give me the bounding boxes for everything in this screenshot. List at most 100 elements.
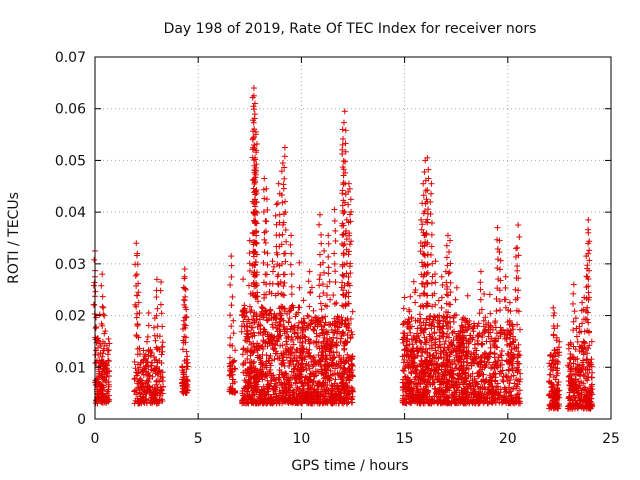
data-point: [150, 397, 157, 404]
data-point: [102, 396, 109, 403]
data-point: [496, 249, 503, 256]
data-point: [516, 233, 523, 240]
data-point: [228, 388, 235, 395]
data-point: [134, 369, 141, 376]
data-point: [106, 373, 113, 380]
data-point: [493, 330, 500, 337]
data-point: [232, 347, 239, 354]
data-point: [182, 286, 189, 293]
data-point: [281, 153, 288, 160]
data-point: [339, 141, 346, 148]
data-point: [240, 276, 247, 283]
data-point: [134, 261, 141, 268]
data-point: [179, 383, 186, 390]
data-point: [348, 208, 355, 215]
data-point: [267, 306, 274, 313]
data-point: [99, 303, 106, 310]
y-tick-label: 0.01: [55, 360, 86, 376]
data-point: [140, 358, 147, 365]
data-point: [570, 290, 577, 297]
data-point: [184, 359, 191, 366]
data-point: [270, 268, 277, 275]
data-point: [228, 302, 235, 309]
data-point: [477, 286, 484, 293]
data-point: [145, 372, 152, 379]
data-point: [515, 252, 522, 259]
data-point: [273, 232, 280, 239]
data-point: [288, 271, 295, 278]
data-point: [92, 325, 99, 332]
data-point: [502, 273, 509, 280]
data-point: [91, 256, 98, 263]
data-point: [156, 396, 163, 403]
data-point: [263, 218, 270, 225]
data-point: [153, 276, 160, 283]
data-point: [263, 196, 270, 203]
data-point: [279, 160, 286, 167]
data-point: [340, 273, 347, 280]
data-point: [464, 359, 471, 366]
data-point: [481, 290, 488, 297]
data-point: [101, 330, 108, 337]
data-point: [482, 326, 489, 333]
data-point: [276, 211, 283, 218]
data-point: [443, 242, 450, 249]
data-point: [140, 398, 147, 405]
data-point: [446, 269, 453, 276]
data-point: [226, 363, 233, 370]
data-point: [585, 289, 592, 296]
data-point: [145, 363, 152, 370]
data-point: [135, 299, 142, 306]
data-point: [100, 384, 107, 391]
data-point: [515, 222, 522, 229]
data-point: [135, 378, 142, 385]
data-point: [401, 367, 408, 374]
data-point: [144, 333, 151, 340]
data-point: [183, 389, 190, 396]
data-point: [318, 240, 325, 247]
data-point: [263, 271, 270, 278]
data-point: [90, 301, 97, 308]
data-point: [159, 343, 166, 350]
data-point: [92, 400, 99, 407]
y-tick-label: 0.07: [55, 50, 86, 66]
data-point: [444, 232, 451, 239]
y-tick-label: 0: [77, 412, 86, 428]
data-point: [428, 231, 435, 238]
data-point: [157, 287, 164, 294]
data-point: [316, 211, 323, 218]
data-point: [149, 359, 156, 366]
data-point: [326, 322, 333, 329]
data-point: [134, 322, 141, 329]
data-point: [154, 305, 161, 312]
data-point: [332, 279, 339, 286]
data-point: [272, 212, 279, 219]
data-point: [229, 380, 236, 387]
data-point: [147, 387, 154, 394]
data-point: [97, 395, 104, 402]
data-point: [428, 219, 435, 226]
data-point: [104, 388, 111, 395]
y-tick-label: 0.06: [55, 102, 86, 118]
data-point: [475, 333, 482, 340]
data-point: [424, 280, 431, 287]
data-point: [477, 296, 484, 303]
data-point: [516, 326, 523, 333]
data-point: [349, 308, 356, 315]
data-point: [261, 229, 268, 236]
data-point: [229, 366, 236, 373]
data-point: [310, 326, 317, 333]
data-point: [424, 187, 431, 194]
data-point: [263, 228, 270, 235]
data-point: [418, 280, 425, 287]
data-point: [183, 366, 190, 373]
data-point: [273, 201, 280, 208]
data-point: [494, 383, 501, 390]
data-point: [227, 281, 234, 288]
data-point: [152, 337, 159, 344]
data-point: [158, 351, 165, 358]
data-point: [100, 347, 107, 354]
data-point: [477, 268, 484, 275]
data-point: [261, 236, 268, 243]
